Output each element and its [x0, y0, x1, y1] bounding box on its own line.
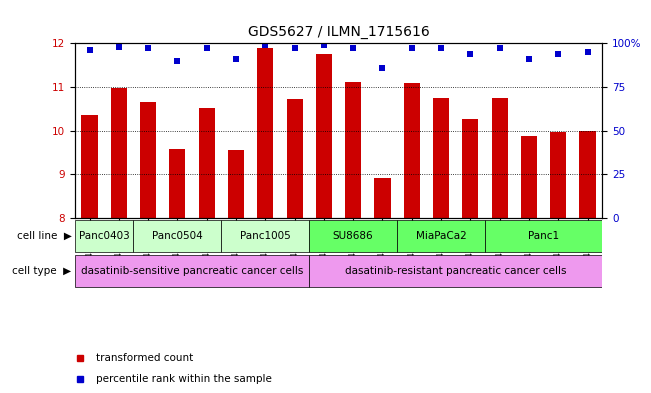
Bar [257, 48, 273, 218]
Point [319, 42, 329, 48]
Bar [485, 220, 602, 252]
Bar [81, 116, 98, 218]
Bar [75, 255, 309, 287]
Bar [404, 83, 420, 218]
Point [85, 47, 95, 53]
Bar [433, 98, 449, 218]
Bar [374, 178, 391, 218]
Point [260, 42, 271, 48]
Text: Panc1005: Panc1005 [240, 231, 290, 241]
Bar [316, 54, 332, 218]
Point [348, 45, 358, 51]
Text: cell type  ▶: cell type ▶ [12, 266, 72, 276]
Point [583, 49, 593, 55]
Bar [462, 119, 478, 218]
Bar [286, 99, 303, 218]
Point [173, 57, 183, 64]
Text: transformed count: transformed count [96, 353, 193, 364]
Bar [550, 132, 566, 218]
Point [436, 45, 447, 51]
Point [289, 45, 299, 51]
Bar [199, 108, 215, 218]
Bar [309, 255, 602, 287]
Point [465, 51, 476, 57]
Bar [169, 149, 186, 218]
Bar [221, 220, 309, 252]
Bar [133, 220, 221, 252]
Point [202, 45, 212, 51]
Bar [75, 220, 133, 252]
Point [378, 64, 388, 71]
Point [495, 45, 505, 51]
Text: dasatinib-sensitive pancreatic cancer cells: dasatinib-sensitive pancreatic cancer ce… [81, 266, 303, 276]
Bar [492, 98, 508, 218]
Text: Panc0403: Panc0403 [79, 231, 130, 241]
Point [523, 56, 534, 62]
Bar [111, 88, 127, 218]
Point [114, 44, 124, 50]
Bar [228, 151, 244, 218]
Bar [521, 136, 537, 218]
Point [406, 45, 417, 51]
Point [143, 45, 154, 51]
Text: dasatinib-resistant pancreatic cancer cells: dasatinib-resistant pancreatic cancer ce… [345, 266, 566, 276]
Text: MiaPaCa2: MiaPaCa2 [416, 231, 466, 241]
Bar [140, 102, 156, 218]
Bar [345, 82, 361, 218]
Text: Panc1: Panc1 [528, 231, 559, 241]
Text: GDS5627 / ILMN_1715616: GDS5627 / ILMN_1715616 [247, 25, 430, 39]
Bar [309, 220, 397, 252]
Point [231, 56, 242, 62]
Text: cell line  ▶: cell line ▶ [17, 231, 72, 241]
Text: percentile rank within the sample: percentile rank within the sample [96, 374, 272, 384]
Text: Panc0504: Panc0504 [152, 231, 202, 241]
Point [553, 51, 564, 57]
Bar [397, 220, 485, 252]
Bar [579, 130, 596, 218]
Text: SU8686: SU8686 [333, 231, 374, 241]
